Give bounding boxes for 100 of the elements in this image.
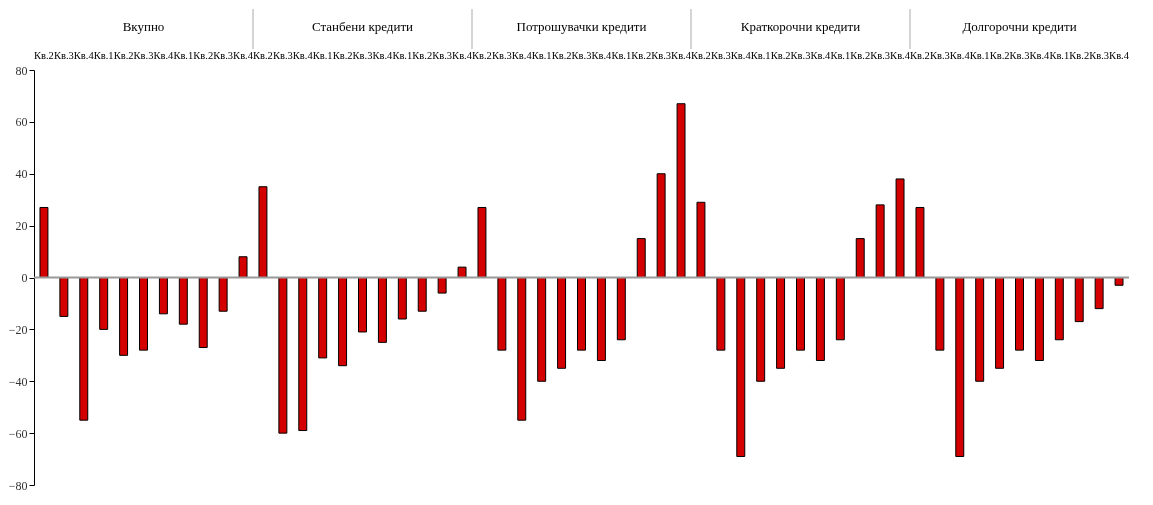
bar [796, 277, 805, 351]
bar [616, 277, 626, 341]
bar [59, 277, 69, 317]
bar [39, 206, 49, 278]
x-tick-label: Кв.2 [770, 49, 791, 61]
bar [696, 201, 706, 278]
x-tick-label: Кв.2 [113, 49, 134, 61]
x-tick-label: Кв.1 [830, 49, 851, 61]
y-tick-label: −80 [8, 478, 28, 493]
bar [238, 256, 248, 278]
bar [577, 277, 586, 351]
x-tick-label: Кв.1 [93, 49, 114, 61]
bar [417, 277, 427, 312]
bar [358, 277, 367, 333]
x-tick-label: Кв.3 [491, 49, 512, 61]
bar [517, 277, 527, 421]
x-tick-label: Кв.4 [1109, 49, 1130, 61]
bar [139, 277, 148, 351]
x-tick-label: Кв.2 [850, 49, 871, 61]
x-tick-label: Кв.3 [53, 49, 74, 61]
bar [477, 206, 487, 278]
bar [79, 277, 89, 421]
y-tick-label: −20 [8, 322, 28, 337]
x-tick-label: Кв.3 [790, 49, 811, 61]
x-tick-label: Кв.1 [1049, 49, 1070, 61]
x-tick-label: Кв.1 [173, 49, 194, 61]
bar [457, 266, 467, 278]
bar [935, 277, 945, 351]
x-tick-label: Кв.4 [233, 49, 254, 61]
bar [99, 277, 109, 330]
x-tick-label: Кв.3 [571, 49, 592, 61]
text: Долгорочни кредити [962, 19, 1077, 34]
text: Краткорочни кредити [740, 19, 861, 34]
bar [178, 277, 188, 325]
x-tick-label: Кв.1 [969, 49, 990, 61]
text: Потрошувачки кредити [516, 19, 647, 34]
y-tick-label: 60 [15, 115, 28, 130]
bar [636, 238, 646, 278]
x-tick-label: Кв.2 [412, 49, 433, 61]
bar [377, 277, 387, 343]
y-tick-label: 0 [21, 271, 28, 285]
x-tick-label: Кв.3 [213, 49, 234, 61]
bar [1015, 277, 1024, 351]
x-tick-label: Кв.2 [34, 49, 54, 61]
bar [218, 277, 228, 312]
bar [258, 186, 268, 278]
bar [835, 277, 845, 341]
bar [338, 277, 348, 367]
bar [158, 277, 168, 315]
x-tick-label: Кв.4 [949, 49, 971, 61]
x-tick-label: Кв.3 [432, 49, 453, 61]
x-tick-label: Кв.2 [551, 49, 572, 61]
bar [1034, 277, 1044, 361]
bar [995, 277, 1005, 369]
bar [915, 206, 925, 278]
x-tick-label: Кв.2 [1069, 49, 1090, 61]
x-tick-label: Кв.2 [989, 49, 1010, 61]
bar [776, 277, 786, 369]
x-tick-label: Кв.2 [332, 49, 353, 61]
x-tick-label: Кв.1 [392, 49, 413, 61]
x-tick-label: Кв.3 [1089, 49, 1110, 61]
text: Станбени кредити [311, 19, 414, 34]
bar [557, 277, 567, 369]
x-tick-label: Кв.3 [929, 49, 950, 61]
bar [278, 277, 288, 434]
bar [895, 178, 905, 278]
bar [855, 238, 865, 278]
x-tick-label: Кв.2 [910, 49, 930, 61]
bar [1094, 277, 1104, 310]
bar [596, 277, 606, 361]
x-tick-label: Кв.4 [292, 49, 314, 61]
bar [756, 277, 766, 382]
bar [975, 277, 985, 382]
x-tick-label: Кв.4 [73, 49, 95, 61]
x-tick-label: Кв.2 [631, 49, 652, 61]
x-tick-label: Кв.3 [133, 49, 154, 61]
x-tick-label: Кв.1 [750, 49, 771, 61]
y-tick-label: 80 [15, 63, 28, 78]
bar [119, 277, 129, 356]
x-tick-label: Кв.2 [253, 49, 273, 61]
x-tick-label: Кв.4 [730, 49, 752, 61]
x-tick-label: Кв.2 [193, 49, 214, 61]
x-tick-label: Кв.3 [870, 49, 891, 61]
bar [1054, 277, 1064, 341]
x-tick-label: Кв.1 [312, 49, 333, 61]
bar [497, 277, 507, 351]
x-tick-label: Кв.1 [611, 49, 632, 61]
text: Вкупно [122, 19, 165, 34]
x-tick-label: Кв.4 [890, 49, 911, 61]
bar [198, 277, 208, 349]
bar [397, 277, 407, 320]
bar [676, 103, 686, 278]
bar [716, 277, 726, 351]
x-tick-label: Кв.1 [531, 49, 552, 61]
x-tick-label: Кв.4 [511, 49, 533, 61]
bar [537, 277, 547, 382]
x-tick-label: Кв.2 [691, 49, 711, 61]
bar [815, 277, 825, 361]
y-tick-label: 20 [15, 219, 28, 234]
bar [298, 277, 308, 432]
